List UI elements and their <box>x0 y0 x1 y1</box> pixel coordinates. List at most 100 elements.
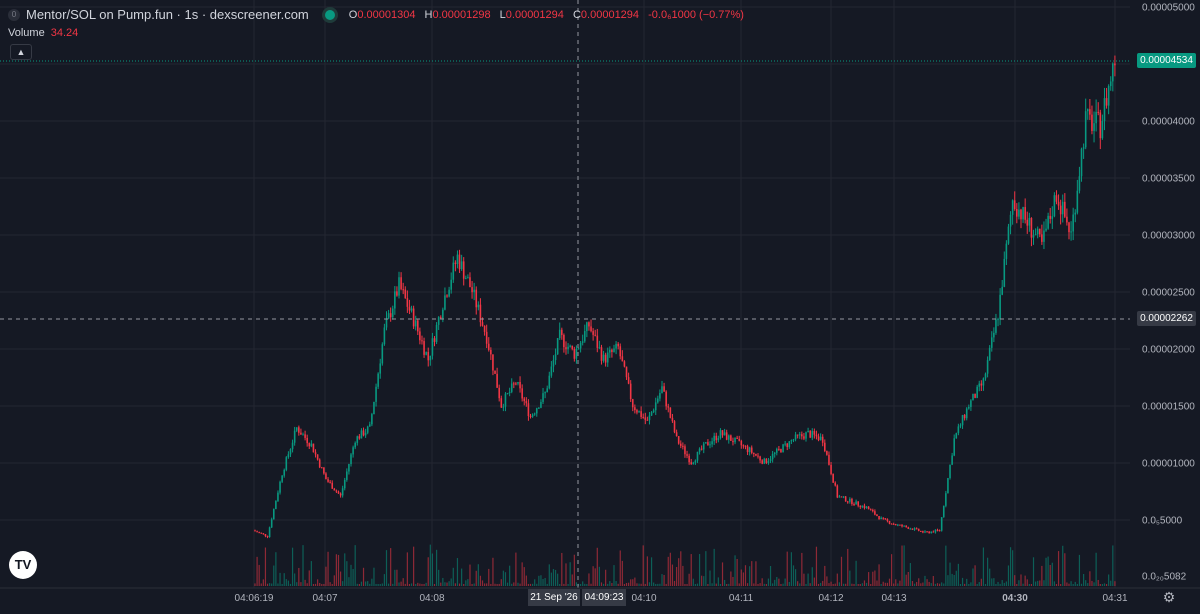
candle-body <box>853 504 855 506</box>
candle-body <box>1107 86 1110 106</box>
volume-bar <box>665 583 667 586</box>
price-axis: 0.000050000.000045000.000040000.00003500… <box>1142 3 1195 583</box>
volume-bar <box>790 552 793 586</box>
volume-bar <box>703 576 705 586</box>
candle-body <box>329 481 331 483</box>
volume-bar <box>563 583 565 586</box>
volume-bar <box>427 557 429 586</box>
candle-body <box>727 435 730 440</box>
candle-body <box>460 261 463 270</box>
candle-body <box>717 438 720 441</box>
volume-bar <box>1080 583 1083 586</box>
candle-body <box>1053 195 1056 217</box>
symbol-icon[interactable]: 0 <box>8 8 20 21</box>
candle-body <box>746 446 749 453</box>
volume-bar <box>655 584 657 586</box>
volume-bar <box>289 583 292 586</box>
volume-bar <box>694 583 696 586</box>
volume-bar <box>673 580 676 586</box>
volume-bar <box>605 569 607 586</box>
candle-body <box>596 335 599 348</box>
volume-bar <box>993 578 995 586</box>
candle-body <box>1099 112 1102 139</box>
volume-bar <box>928 581 930 586</box>
candle-body <box>915 528 918 530</box>
volume-bar <box>488 568 490 586</box>
candle-body <box>423 341 425 355</box>
candle-body <box>972 393 974 401</box>
volume-bar <box>669 552 671 586</box>
volume-bar <box>394 569 396 586</box>
volume-bar <box>417 582 419 586</box>
candle-body <box>1013 200 1016 210</box>
volume-bar <box>387 583 390 586</box>
candle-body <box>513 383 515 385</box>
candle-body <box>976 386 978 398</box>
volume-bar <box>294 573 296 586</box>
candle-body <box>805 432 807 439</box>
candle-body <box>485 331 488 344</box>
volume-bar <box>865 582 868 586</box>
candle-body <box>598 347 601 349</box>
volume-bar <box>333 575 335 586</box>
candle-body <box>408 306 411 311</box>
candle-body <box>293 430 296 443</box>
candle-body <box>669 407 672 418</box>
candle-body <box>500 398 503 408</box>
candle-body <box>538 407 540 409</box>
volume-bar <box>830 581 832 586</box>
volume-bar <box>1072 583 1074 586</box>
volume-bar <box>690 554 692 586</box>
candle-body <box>1055 195 1058 202</box>
chevron-up-icon[interactable]: ▲ <box>10 44 32 60</box>
candle-body <box>961 415 964 426</box>
volume-bar <box>876 580 878 586</box>
volume-bar <box>440 582 442 586</box>
symbol-title[interactable]: Mentor/SOL on Pump.fun · 1s · dexscreene… <box>26 7 309 22</box>
candle-body <box>412 308 415 327</box>
volume-bar <box>661 574 663 586</box>
candle-body <box>821 436 824 443</box>
candle-body <box>439 317 442 319</box>
market-status-icon[interactable] <box>324 9 335 20</box>
volume-bar <box>348 577 350 586</box>
volume-bar <box>970 582 972 586</box>
volume-bar <box>621 560 623 586</box>
candle-body <box>287 454 290 458</box>
candle-body <box>1091 114 1093 131</box>
candle-body <box>619 346 622 357</box>
volume-bar <box>822 580 824 586</box>
volume-bar <box>984 583 987 586</box>
price-axis-label: 0.00005000 <box>1142 3 1195 14</box>
candle-body <box>279 481 281 493</box>
volume-value: 34.24 <box>50 27 79 39</box>
volume-bar <box>369 583 371 586</box>
volume-bar <box>890 554 893 586</box>
candle-body <box>281 475 283 482</box>
candle-body <box>899 524 901 526</box>
candle-body <box>1034 234 1037 236</box>
gear-icon[interactable]: ⚙ <box>1162 589 1176 605</box>
volume-bar <box>959 583 962 586</box>
candle-body <box>310 443 313 447</box>
volume-bar <box>358 583 360 586</box>
volume-bar <box>761 578 763 586</box>
volume-bar <box>870 583 872 586</box>
chart-legend: 0 Mentor/SOL on Pump.fun · 1s · dexscree… <box>8 7 744 22</box>
candle-body <box>400 277 402 290</box>
volume-bar <box>778 578 780 586</box>
volume-bar <box>1057 551 1060 586</box>
candle-body <box>849 498 851 502</box>
tradingview-logo[interactable]: TV <box>9 551 37 579</box>
volume-legend[interactable]: Volume 34.24 <box>8 27 78 39</box>
volume-bar <box>339 571 342 586</box>
candle-body <box>504 393 507 407</box>
candle-body <box>715 435 718 441</box>
volume-bar <box>544 578 546 586</box>
volume-bar <box>534 579 536 586</box>
volume-bar <box>961 577 964 586</box>
volume-bar <box>329 582 331 586</box>
candle-body <box>859 505 862 508</box>
